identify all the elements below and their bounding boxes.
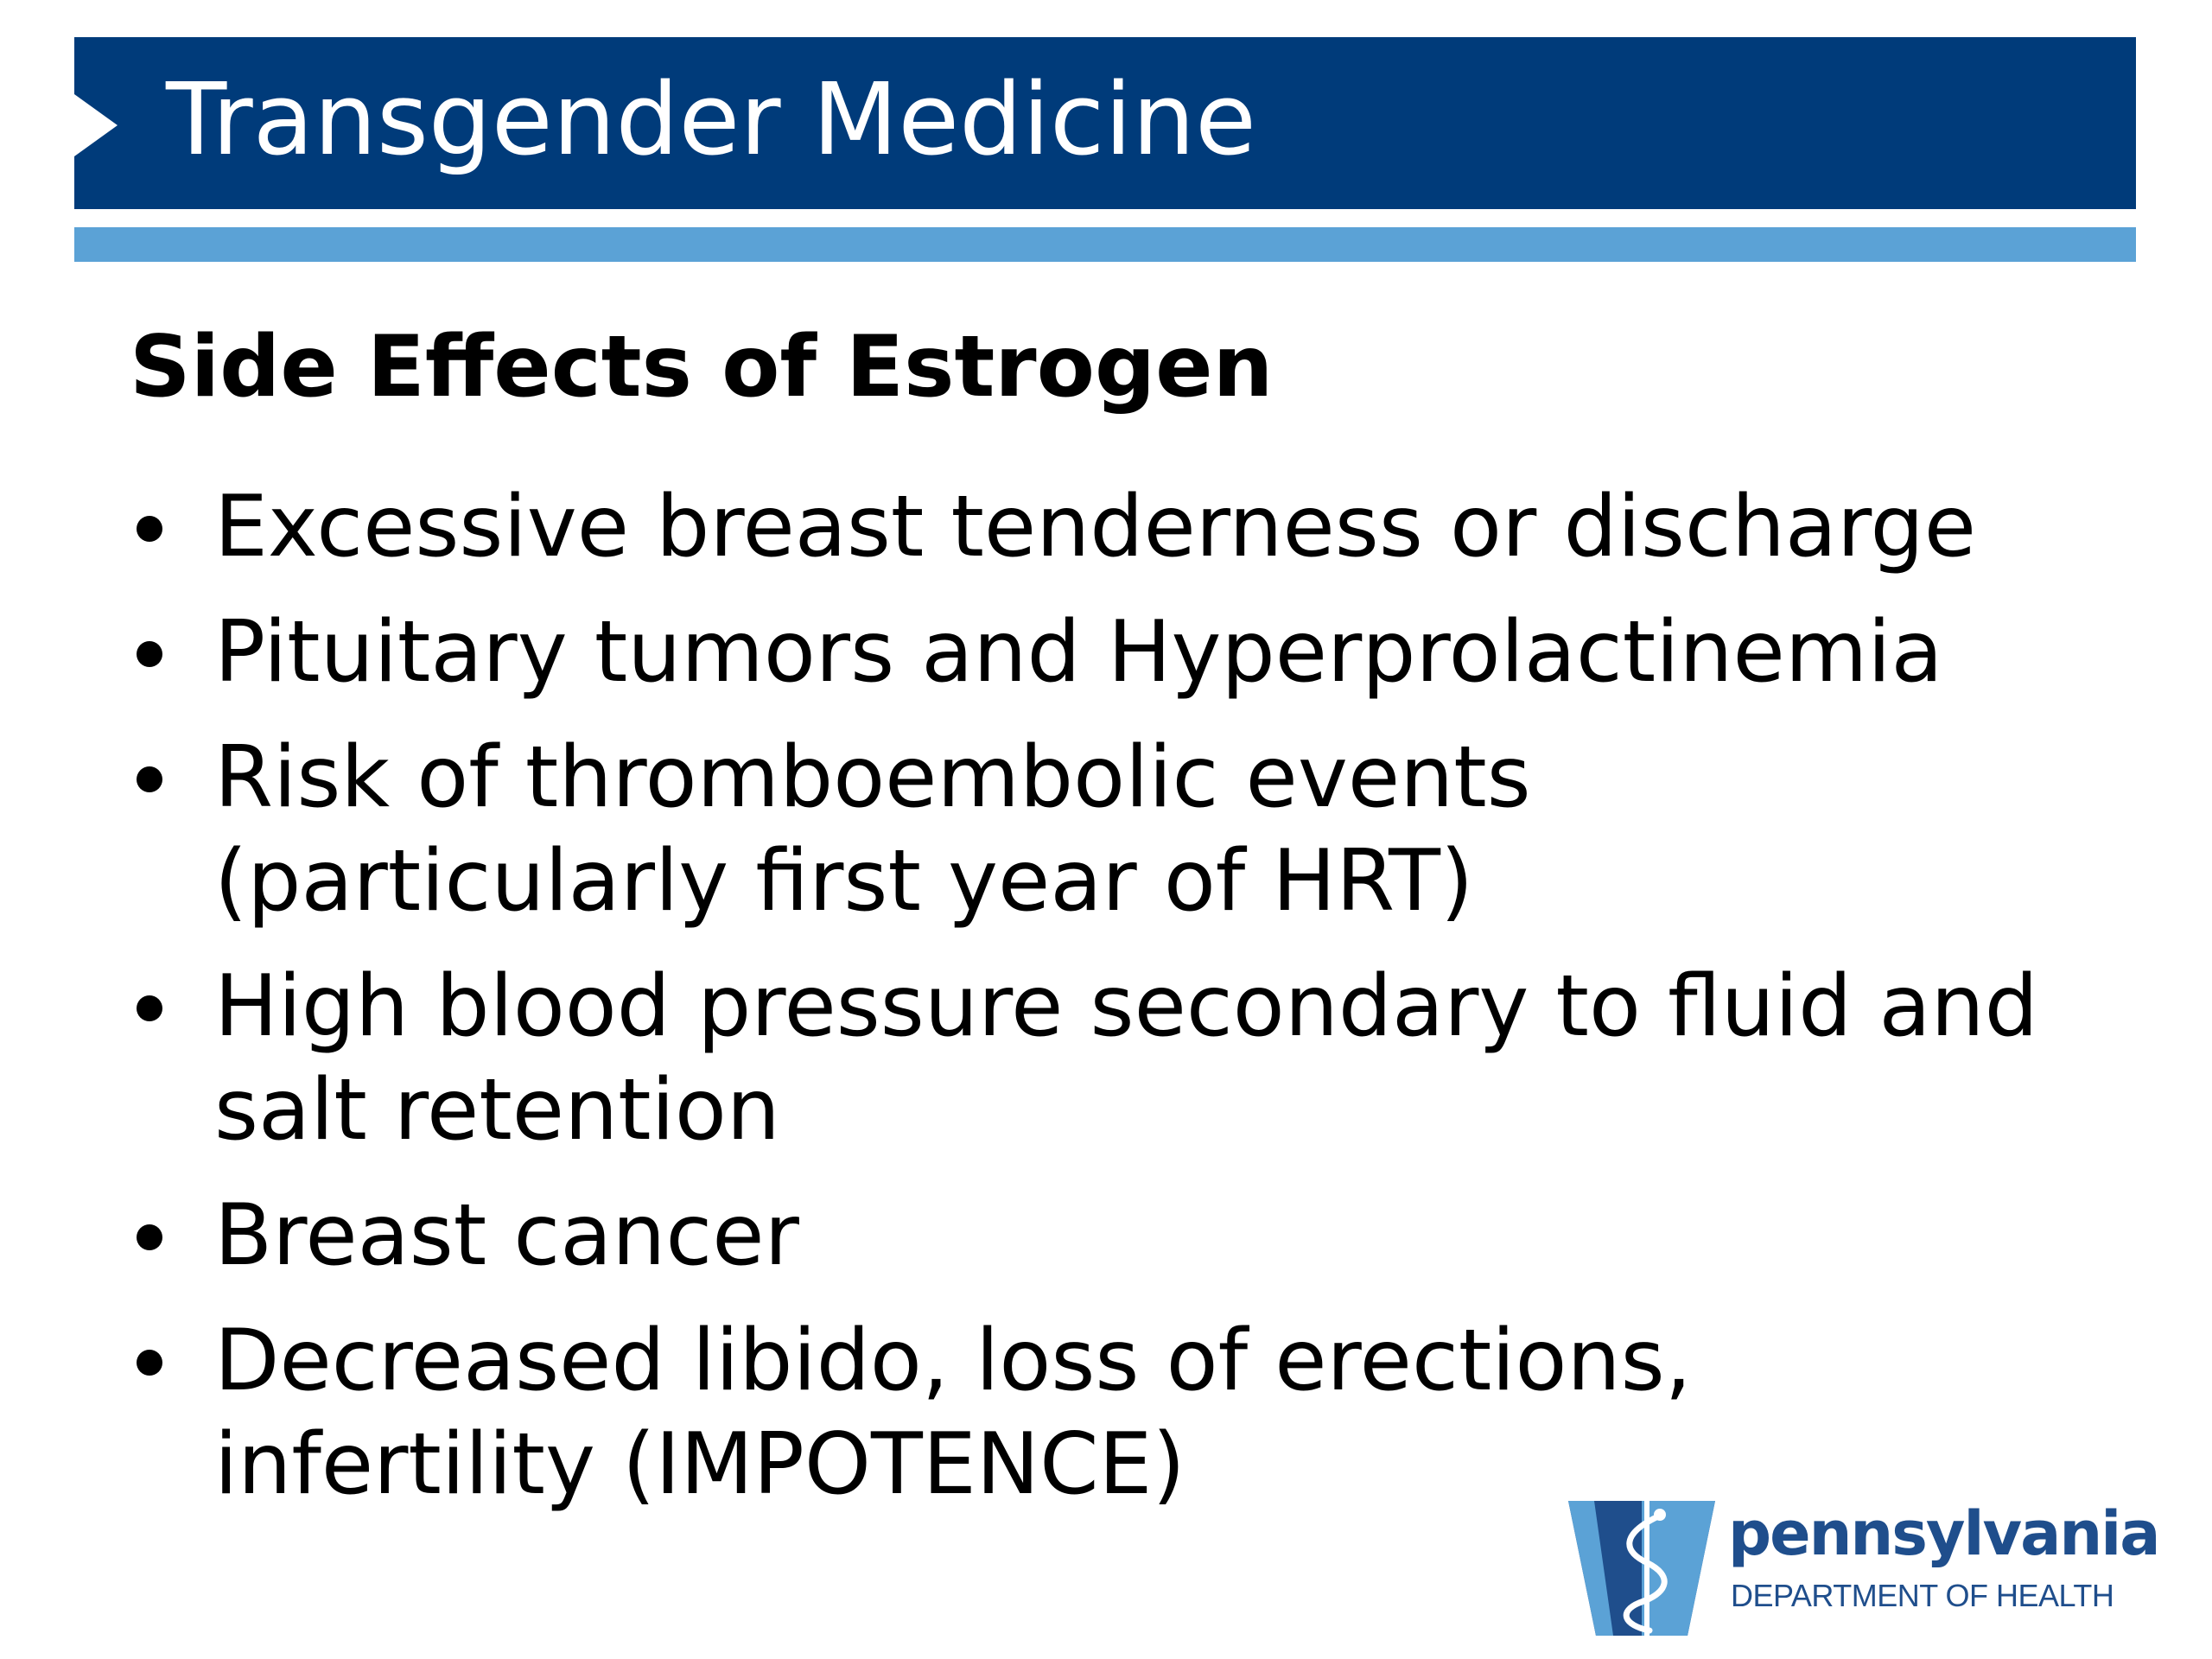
bullet-line: Decreased libido, loss of erections, — [214, 1312, 1692, 1410]
bullet-item: High blood pressure secondary to fluid a… — [130, 955, 2134, 1162]
accent-divider — [74, 227, 2136, 262]
bullet-dot-icon — [137, 1350, 162, 1376]
keystone-caduceus-icon — [1568, 1491, 1715, 1636]
bullet-line: salt retention — [214, 1061, 780, 1160]
section-heading: Side Effects of Estrogen — [130, 318, 1274, 416]
bullet-dot-icon — [137, 995, 162, 1021]
bullet-line: High blood pressure secondary to fluid a… — [214, 957, 2038, 1056]
bullet-dot-icon — [137, 766, 162, 792]
bullet-line: Excessive breast tenderness or discharge — [214, 478, 1977, 576]
bullet-line: infertility (IMPOTENCE) — [214, 1415, 1185, 1514]
bullet-item: Risk of thromboembolic events (particula… — [130, 726, 2134, 933]
bullet-line: (particularly first year of HRT) — [214, 832, 1474, 931]
pa-health-logo: pennsylvania DEPARTMENT OF HEALTH — [1568, 1491, 2160, 1637]
title-banner: Transgender Medicine — [74, 37, 2136, 209]
bullet-dot-icon — [137, 641, 162, 667]
bullet-dot-icon — [137, 1224, 162, 1250]
bullet-dot-icon — [137, 516, 162, 542]
logo-subtitle: DEPARTMENT OF HEALTH — [1731, 1578, 2114, 1613]
bullet-line: Breast cancer — [214, 1186, 799, 1285]
bullet-line: Risk of thromboembolic events — [214, 728, 1531, 827]
logo-name: pennsylvania — [1728, 1498, 2160, 1569]
chevron-right-icon — [74, 94, 118, 156]
bullet-item: Pituitary tumors and Hyperprolactinemia — [130, 601, 2134, 704]
bullet-item: Breast cancer — [130, 1184, 2134, 1287]
bullet-item: Excessive breast tenderness or discharge — [130, 475, 2134, 579]
bullet-list: Excessive breast tenderness or discharge… — [130, 475, 2134, 1538]
slide-title: Transgender Medicine — [166, 62, 1256, 178]
bullet-line: Pituitary tumors and Hyperprolactinemia — [214, 603, 1943, 702]
bullet-item: Decreased libido, loss of erections, inf… — [130, 1309, 2134, 1516]
